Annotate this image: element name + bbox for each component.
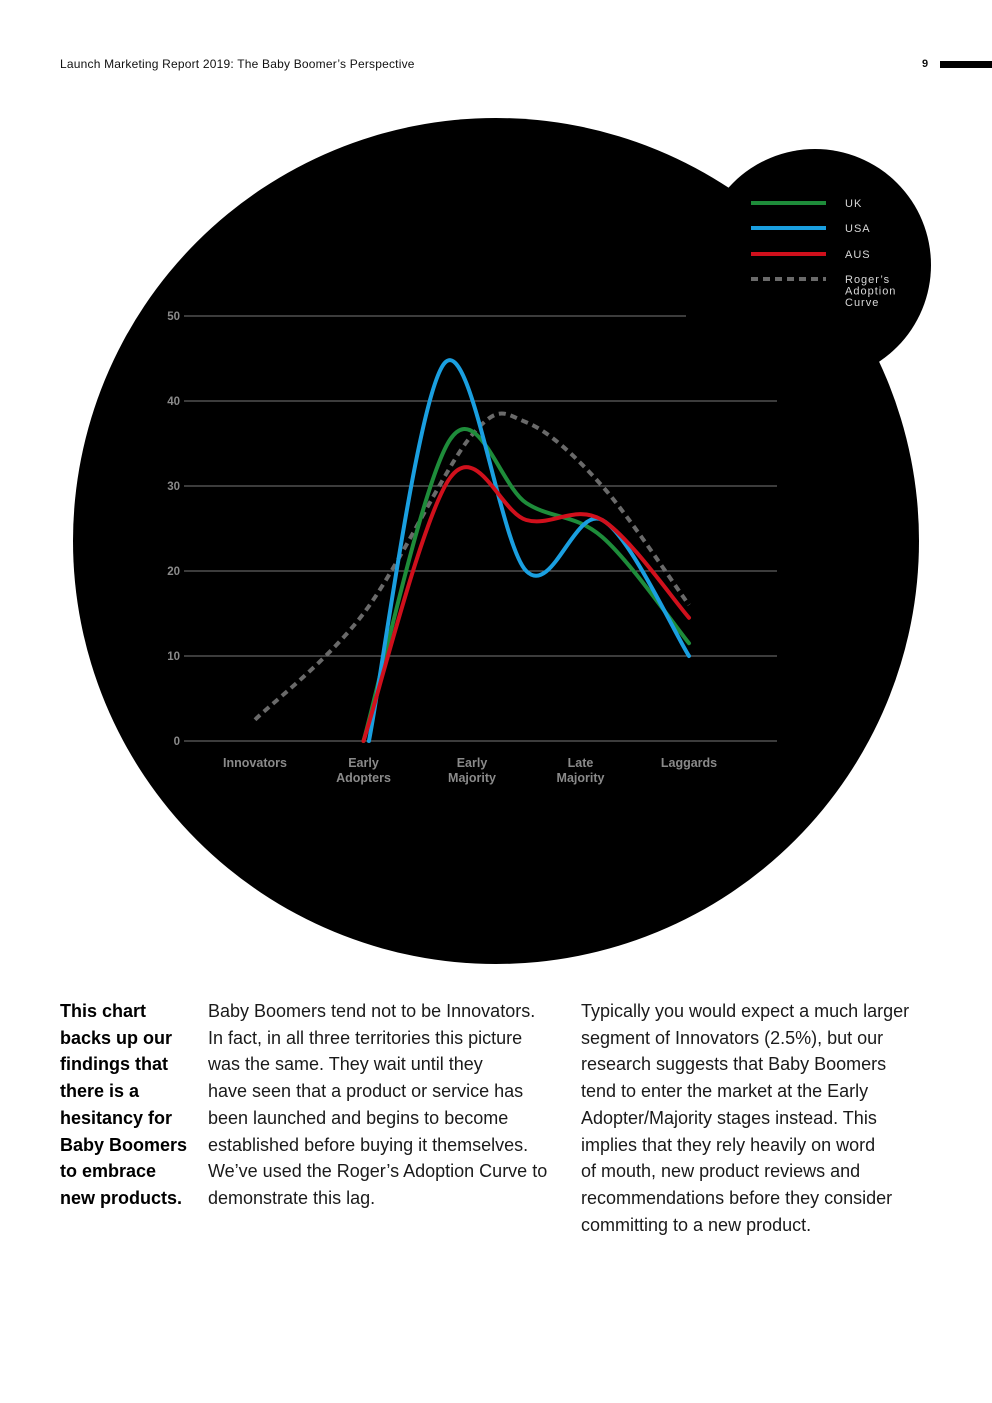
legend-label: Roger’s Adoption Curve (845, 274, 896, 309)
lead-text-line: hesitancy for (60, 1107, 173, 1128)
y-tick-label: 40 (167, 396, 180, 408)
lead-paragraph: This chart backs up our findings that there… (60, 998, 196, 1212)
x-category-label-line: Early (457, 756, 488, 770)
body-text-line: segment of Innovators (2.5%), but our (581, 1027, 884, 1048)
lead-text-line: new products. (60, 1187, 183, 1208)
body-text-line: In fact, in all three territories this p… (208, 1027, 523, 1048)
body-paragraph-right: Typically you would expect a much larger… (581, 998, 931, 1238)
body-text-line: demonstrate this lag. (208, 1187, 376, 1208)
lead-text-line: there is a (60, 1081, 140, 1102)
body-text-line: Adopter/Majority stages instead. This (581, 1107, 877, 1128)
lead-text-line: Baby Boomers (60, 1134, 188, 1155)
x-category-label-line: Majority (448, 771, 496, 785)
report-title: Launch Marketing Report 2019: The Baby B… (60, 57, 415, 71)
x-category-label-line: Late (568, 756, 594, 770)
y-tick-label: 10 (167, 651, 180, 663)
legend: UK USA AUS Roger’s Adoption Curve (751, 198, 896, 309)
body-text-line: implies that they rely heavily on word (581, 1134, 876, 1155)
page-marker-bar (940, 61, 992, 68)
body-text-line: established before buying it themselves. (208, 1134, 529, 1155)
body-text-line: tend to enter the market at the Early (581, 1081, 869, 1102)
y-axis-ticks: 0 10 20 30 40 50 (167, 311, 180, 748)
background-circle-large (73, 118, 919, 964)
body-text-line: We’ve used the Roger’s Adoption Curve to (208, 1161, 548, 1182)
series-layer (253, 358, 691, 743)
x-category-label-line: Adopters (336, 771, 391, 785)
y-tick-label: 30 (167, 481, 180, 493)
legend-label-line: Adoption (845, 286, 896, 298)
background-circle-small (699, 149, 931, 381)
x-category-label-line: Innovators (223, 756, 287, 770)
x-category-label: Late Majority (557, 756, 605, 785)
body-text-line: Typically you would expect a much larger (581, 1001, 910, 1021)
legend-label: UK (845, 198, 862, 210)
series-line-aus (361, 465, 691, 743)
lead-text-line: to embrace (60, 1161, 157, 1182)
lead-text-line: findings that (60, 1054, 168, 1075)
body-text-line: of mouth, new product reviews and (581, 1161, 861, 1182)
body-text-line: committing to a new product. (581, 1214, 812, 1235)
body-text-line: was the same. They wait until they (208, 1054, 483, 1075)
series-line-roger-s-adoption-curve (253, 411, 691, 722)
series-line-uk (361, 427, 691, 743)
body-text-line: have seen that a product or service has (208, 1081, 524, 1102)
legend-label: USA (845, 223, 871, 235)
lead-text-line: This chart (60, 1001, 147, 1021)
x-category-label: Innovators (223, 756, 287, 770)
x-category-label-line: Early (348, 756, 379, 770)
legend-label-line: Roger’s (845, 274, 890, 286)
body-text-line: been launched and begins to become (208, 1107, 509, 1128)
body-text-line: research suggests that Baby Boomers (581, 1054, 887, 1075)
grid-layer (184, 315, 777, 742)
legend-label-line: Curve (845, 297, 879, 309)
body-text-line: recommendations before they consider (581, 1187, 893, 1208)
y-tick-label: 20 (167, 566, 180, 578)
x-category-label-line: Majority (557, 771, 605, 785)
x-category-label: Early Adopters (336, 756, 391, 785)
body-paragraph-middle: Baby Boomers tend not to be Innovators. I… (208, 998, 568, 1212)
y-tick-label: 0 (174, 736, 180, 748)
body-text-line: Baby Boomers tend not to be Innovators. (208, 1001, 536, 1021)
page-number: 9 (922, 58, 929, 70)
x-category-label: Laggards (661, 756, 717, 770)
legend-label: AUS (845, 249, 871, 261)
y-tick-label: 50 (167, 311, 180, 323)
x-category-label-line: Laggards (661, 756, 717, 770)
lead-text-line: backs up our (60, 1027, 173, 1048)
x-category-label: Early Majority (448, 756, 496, 785)
